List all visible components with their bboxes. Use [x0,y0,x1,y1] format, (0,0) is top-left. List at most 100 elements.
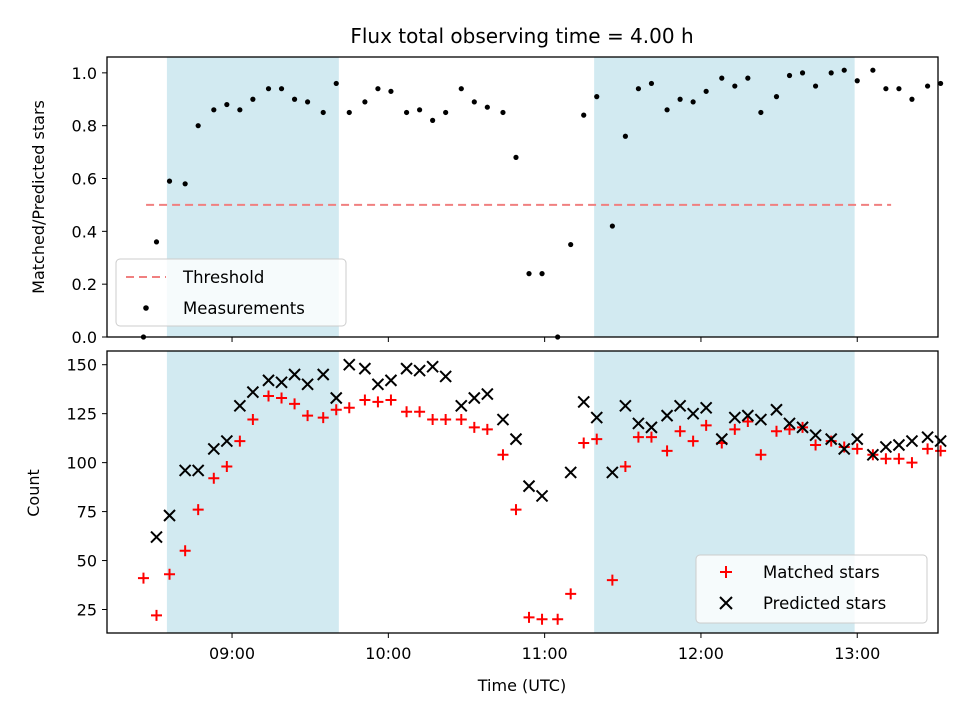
predicted-star-point [481,387,494,401]
matched-star-point [784,423,796,435]
predicted-star-point [892,438,906,452]
measurement-point [362,99,368,105]
matched-star-point [523,611,535,623]
measurement-point [265,86,272,92]
measurement-point [291,96,298,102]
y-tick-label: 75 [77,503,97,522]
measurement-point [703,88,709,94]
predicted-star-point [496,413,510,426]
predicted-star-point [783,417,796,430]
matched-star-point [440,414,452,426]
matched-star-point [536,613,548,625]
matched-star-point [810,439,822,451]
predicted-star-point [934,434,947,448]
measurement-point [677,96,683,102]
matched-star-point [137,572,149,584]
measurement-point [581,112,587,118]
measurement-point [896,86,902,92]
predicted-star-point [358,362,372,375]
matched-star-point [565,588,577,600]
matched-star-point [645,431,657,443]
measurement-point [513,154,519,160]
matched-star-point [922,443,934,455]
matched-star-point [851,443,863,455]
legend-predicted-label: Predicted stars [763,594,886,613]
chart-title: Flux total observing time = 4.00 h [350,24,693,48]
matched-star-point [770,425,782,437]
predicted-star-point [522,479,536,493]
matched-star-point [289,398,301,410]
predicted-star-point [439,370,452,383]
matched-star-point [687,435,699,447]
predicted-star-point [371,378,385,391]
predicted-star-point [879,440,893,454]
predicted-star-point [535,489,549,503]
predicted-star-point [178,464,192,477]
y-tick-label: 125 [66,405,97,424]
predicted-star-point [413,364,426,377]
measurement-point [375,86,381,92]
measurement-point [224,101,230,108]
bottom-legend-box [695,554,928,624]
matched-star-point [164,568,176,580]
y-tick-label: 0.4 [72,222,97,241]
matched-star-point [578,437,590,449]
predicted-star-point [905,434,919,448]
measurement-point [635,86,642,92]
matched-star-point [427,414,439,426]
count-points [137,358,947,625]
measurement-point [403,109,410,116]
measurement-point [648,80,655,87]
top-legend-box [115,258,347,327]
measurement-point [568,241,574,248]
matched-star-point [150,609,162,621]
matched-star-point [468,421,480,433]
bottom-shaded-spans [166,351,855,633]
predicted-star-point [191,464,205,477]
predicted-star-point [400,362,413,375]
matched-star-point [414,406,426,418]
predicted-star-point [384,374,398,387]
matched-star-point [247,414,259,426]
matched-star-point [372,396,384,408]
predicted-star-point [645,421,658,434]
matched-star-point [632,431,644,443]
x-tick-label: 09:00 [209,644,255,663]
predicted-star-point [606,466,619,479]
measurement-point [500,109,506,116]
matched-star-point [401,406,413,418]
x-tick-label: 11:00 [522,644,568,663]
measurement-point [320,109,326,116]
measurement-point [609,223,615,229]
x-axis-label: Time (UTC) [477,676,566,695]
predicted-star-point [796,421,809,434]
predicted-star-point [754,413,768,426]
measurement-point [471,99,477,105]
measurement-point [443,109,449,116]
measurement-point [430,117,436,123]
y-tick-label: 0.2 [72,275,97,294]
matched-star-point [661,445,673,457]
measurement-point [828,70,834,76]
measurement-point [153,239,160,245]
predicted-star-point [632,417,645,430]
matched-star-point [234,435,246,447]
measurement-point [526,271,532,277]
predicted-star-point [838,442,851,456]
bottom-axes-frame [106,350,939,634]
predicted-star-point [330,391,343,405]
matched-star-point [385,394,397,406]
measurement-point [745,75,751,81]
matched-star-point [742,416,754,427]
measurement-point [594,94,600,100]
matched-star-point [838,441,850,453]
predicted-star-point [564,466,577,479]
measurement-point [484,104,490,110]
y-tick-label: 150 [66,356,97,375]
x-tick-label: 13:00 [834,644,880,663]
measurement-point [278,86,285,92]
top-y-axis-label: Matched/Predicted stars [29,100,48,294]
measurement-point [166,178,173,184]
legend-matched-swatch [720,566,732,578]
